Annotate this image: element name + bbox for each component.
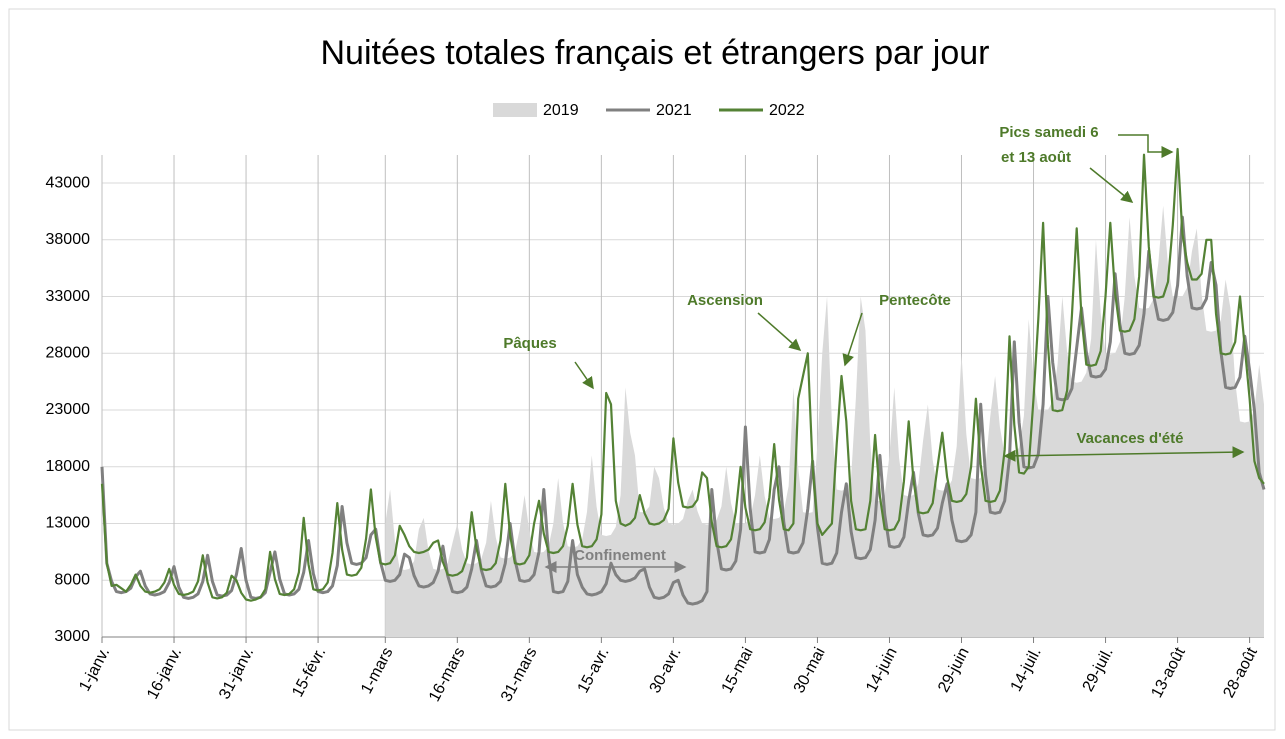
y-tick-label: 33000 [46,288,91,305]
annotation: Pâques [503,335,556,352]
annotation: Pentecôte [879,292,951,309]
y-tick-label: 3000 [54,628,90,645]
x-tick-label: 30-mai [791,645,829,696]
x-tick-label: 16-mars [426,645,469,705]
annotation: Confinement [574,547,666,564]
x-tick-label: 29-juin [935,645,973,695]
y-tick-label: 18000 [46,458,91,475]
arrow [757,312,802,351]
arrow [1089,167,1134,203]
y-tick-label: 38000 [46,231,91,248]
x-tick-label: 16-janv. [144,645,185,702]
x-tick-label: 15-févr. [289,645,329,700]
legend-label: 2021 [656,102,692,119]
x-tick-label: 31-mars [498,645,541,705]
x-tick-label: 29-juil. [1080,645,1117,695]
legend-label: 2019 [543,102,579,119]
frame [8,8,1276,731]
y-tick-label: 13000 [46,515,91,532]
x-tick-label: 15-avr. [575,645,613,696]
annotation-arrows [544,134,1245,573]
chart-title: Nuitées totales français et étrangers pa… [320,34,989,72]
x-tick-label: 1-janv. [76,645,113,694]
x-tick-label: 14-juin [863,645,901,695]
annotation: Pics samedi 6 [999,124,1098,141]
y-tick-label: 43000 [46,174,91,191]
y-tick-label: 8000 [54,571,90,588]
annotation: Ascension [687,292,763,309]
arrow [1118,134,1174,158]
legend-swatch [493,103,537,117]
y-tick-label: 28000 [46,344,91,361]
x-tick-label: 14-juil. [1008,645,1045,695]
x-tick-label: 15-mai [719,645,757,696]
arrow [842,312,863,367]
double-arrow [1003,446,1245,462]
x-tick-label: 30-avr. [647,645,685,696]
annotation: Vacances d'été [1077,430,1184,447]
annotation: et 13 août [1001,149,1071,166]
x-tick-label: 13-août [1148,644,1189,700]
legend-label: 2022 [769,102,805,119]
series-line [100,215,1266,606]
x-tick-label: 31-janv. [216,645,257,702]
x-tick-label: 1-mars [358,645,396,697]
series-line [100,147,1265,602]
y-tick-label: 23000 [46,401,91,418]
x-tick-label: 28-août [1220,644,1261,700]
arrow [574,361,594,390]
area-2019 [385,205,1265,637]
plot-area [100,147,1266,643]
